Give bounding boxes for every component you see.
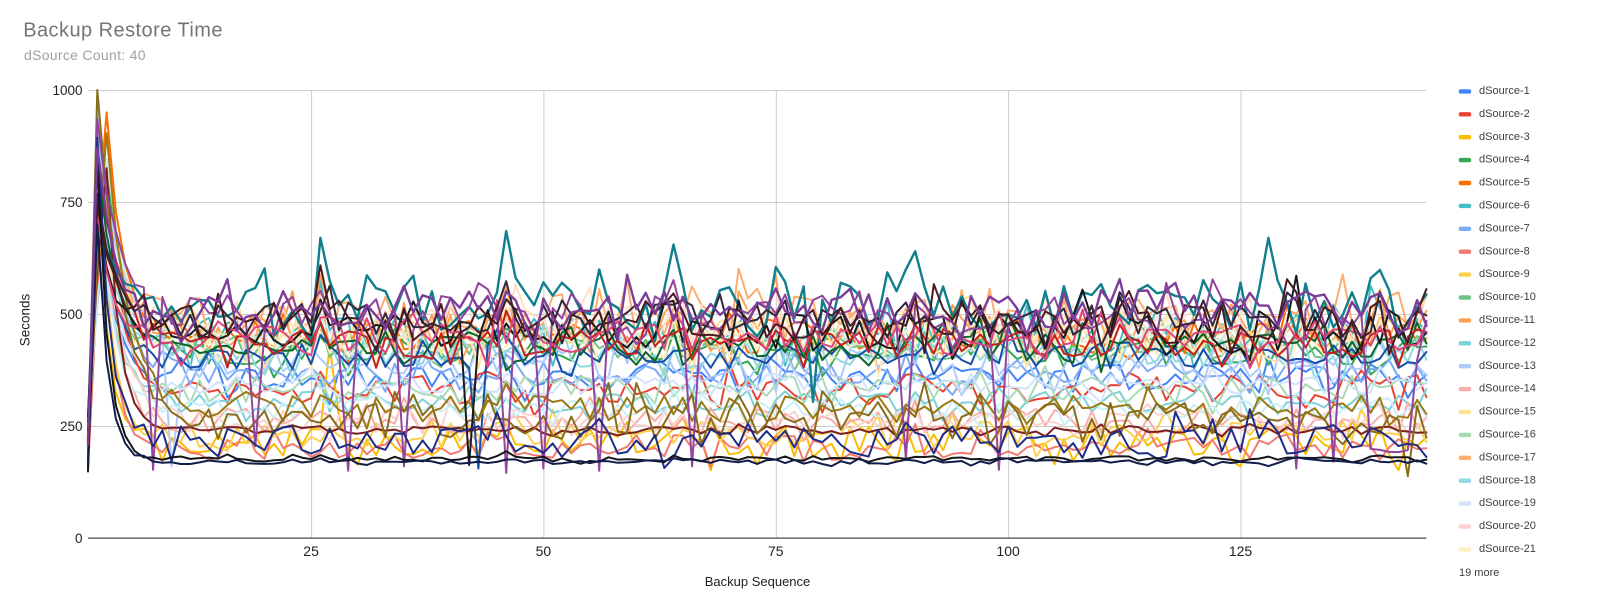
svg-text:dSource-17: dSource-17 — [1479, 451, 1536, 463]
svg-text:dSource-6: dSource-6 — [1479, 200, 1530, 212]
svg-text:dSource-18: dSource-18 — [1479, 474, 1536, 486]
svg-text:Backup Sequence: Backup Sequence — [705, 574, 811, 589]
svg-text:50: 50 — [536, 543, 552, 559]
svg-text:dSource-12: dSource-12 — [1479, 337, 1536, 349]
svg-text:dSource-8: dSource-8 — [1479, 245, 1530, 257]
svg-text:dSource-10: dSource-10 — [1479, 291, 1536, 303]
svg-text:dSource-5: dSource-5 — [1479, 177, 1530, 189]
svg-text:dSource-2: dSource-2 — [1479, 108, 1530, 120]
svg-text:dSource-1: dSource-1 — [1479, 85, 1530, 97]
svg-text:75: 75 — [768, 543, 784, 559]
svg-text:dSource-14: dSource-14 — [1479, 383, 1536, 395]
svg-text:1000: 1000 — [52, 83, 82, 98]
svg-text:125: 125 — [1229, 543, 1253, 559]
svg-text:Seconds: Seconds — [17, 293, 32, 346]
svg-text:dSource-3: dSource-3 — [1479, 131, 1530, 143]
svg-text:19 more: 19 more — [1459, 567, 1499, 579]
svg-text:dSource-16: dSource-16 — [1479, 429, 1536, 441]
svg-text:dSource-9: dSource-9 — [1479, 268, 1530, 280]
svg-text:dSource-11: dSource-11 — [1479, 314, 1535, 326]
svg-text:750: 750 — [60, 195, 83, 210]
svg-text:dSource-15: dSource-15 — [1479, 406, 1536, 418]
svg-text:dSource-13: dSource-13 — [1479, 360, 1536, 372]
svg-text:100: 100 — [996, 543, 1020, 559]
svg-text:dSource-19: dSource-19 — [1479, 497, 1536, 509]
svg-text:0: 0 — [75, 531, 83, 546]
svg-text:250: 250 — [60, 419, 83, 434]
svg-text:Backup Restore Time: Backup Restore Time — [23, 20, 223, 42]
svg-text:dSource-4: dSource-4 — [1479, 154, 1530, 166]
svg-text:dSource-21: dSource-21 — [1479, 543, 1536, 555]
svg-text:dSource-7: dSource-7 — [1479, 222, 1530, 234]
svg-text:dSource-20: dSource-20 — [1479, 520, 1536, 532]
svg-text:dSource Count: 40: dSource Count: 40 — [24, 47, 146, 63]
svg-text:500: 500 — [60, 307, 83, 322]
svg-text:25: 25 — [303, 543, 319, 559]
